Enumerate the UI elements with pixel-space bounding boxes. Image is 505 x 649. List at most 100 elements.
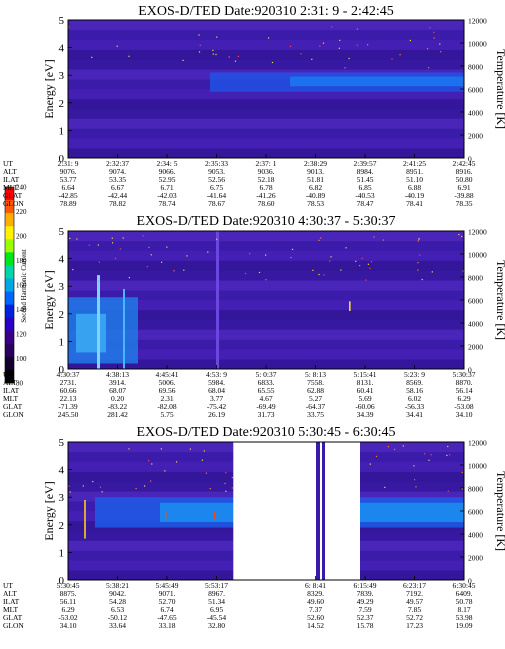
ytick-label: 0 bbox=[59, 575, 65, 587]
noise-speck bbox=[146, 266, 148, 268]
colorbar-tick-label: 120 bbox=[16, 331, 27, 339]
ytick-label: 1 bbox=[59, 547, 65, 559]
noise-speck bbox=[101, 491, 103, 493]
ytick-right-label: 4000 bbox=[468, 109, 483, 118]
noise-speck bbox=[417, 269, 419, 271]
noise-speck bbox=[148, 246, 150, 248]
ytick-label: 3 bbox=[59, 70, 65, 82]
noise-speck bbox=[148, 460, 150, 462]
table-cell: 62.88 bbox=[307, 386, 324, 395]
table-cell: -60.06 bbox=[355, 402, 375, 411]
noise-speck bbox=[427, 48, 429, 50]
panel-2-yticks-right: 0 2000 4000 6000 8000 10000 12000 bbox=[460, 228, 487, 375]
table-cell: 2:37: 1 bbox=[255, 159, 276, 168]
table-cell: 65.55 bbox=[258, 386, 275, 395]
table-cell: 15.78 bbox=[357, 621, 374, 630]
noise-speck bbox=[69, 491, 71, 493]
noise-speck bbox=[183, 269, 185, 271]
noise-speck bbox=[361, 257, 363, 259]
colorbar-swatch bbox=[5, 330, 14, 345]
table-cell: -83.22 bbox=[108, 402, 128, 411]
noise-speck bbox=[249, 252, 251, 255]
table-cell: 33.75 bbox=[307, 410, 324, 419]
table-cell: -71.39 bbox=[58, 402, 78, 411]
table-cell: 60.66 bbox=[60, 386, 77, 395]
table-row-label: MLT bbox=[3, 394, 19, 403]
table-cell: 6.64 bbox=[61, 183, 74, 192]
ytick-right-label: 12000 bbox=[468, 17, 487, 26]
table-cell: 5.69 bbox=[358, 394, 371, 403]
noise-speck bbox=[348, 57, 350, 60]
table-cell: -40.19 bbox=[405, 191, 425, 200]
noise-speck bbox=[418, 238, 420, 241]
table-cell: 53.77 bbox=[60, 175, 77, 184]
noise-speck bbox=[122, 237, 124, 239]
noise-speck bbox=[409, 39, 411, 42]
table-cell: 6.67 bbox=[111, 183, 124, 192]
table-cell: 7.59 bbox=[358, 605, 371, 614]
colorbar-swatch bbox=[5, 304, 14, 319]
noise-speck bbox=[216, 36, 218, 38]
noise-speck bbox=[99, 486, 101, 488]
panel-1-yticks-left: 0 1 2 3 4 5 bbox=[59, 15, 72, 165]
noise-speck bbox=[323, 274, 325, 276]
table-cell: 19.09 bbox=[456, 621, 473, 630]
ytick-right-label: 6000 bbox=[468, 297, 483, 306]
noise-speck bbox=[291, 248, 294, 250]
noise-speck bbox=[391, 58, 393, 60]
table-cell: 32.80 bbox=[208, 621, 225, 630]
noise-speck bbox=[369, 463, 371, 465]
ytick-right-label: 10000 bbox=[468, 40, 487, 49]
noise-speck bbox=[82, 485, 84, 487]
panel-2-ylabel-right: Temperature [K] bbox=[494, 260, 505, 340]
noise-speck bbox=[384, 486, 386, 488]
table-cell: 34.10 bbox=[60, 621, 77, 630]
noise-speck bbox=[419, 254, 421, 256]
table-cell: 51.45 bbox=[357, 175, 374, 184]
noise-speck bbox=[186, 255, 188, 257]
table-cell: 78.47 bbox=[357, 199, 374, 208]
energy-band bbox=[68, 59, 464, 70]
table-cell: -69.49 bbox=[256, 402, 276, 411]
table-cell: -40.53 bbox=[355, 191, 375, 200]
table-cell: -45.54 bbox=[207, 613, 227, 622]
noise-speck bbox=[72, 269, 74, 271]
table-cell: 7558. bbox=[307, 378, 324, 387]
noise-speck bbox=[461, 488, 463, 490]
ytick-right-label: 6000 bbox=[468, 86, 483, 95]
noise-speck bbox=[330, 256, 332, 258]
noise-speck bbox=[414, 479, 416, 481]
table-cell: 2:34: 5 bbox=[156, 159, 177, 168]
cold-plasma-core bbox=[290, 76, 464, 87]
table-cell: 56.14 bbox=[456, 386, 473, 395]
noise-speck bbox=[413, 465, 415, 467]
noise-speck bbox=[399, 54, 401, 56]
table-cell: 6.71 bbox=[160, 183, 173, 192]
table-cell: 5:38:21 bbox=[106, 581, 129, 590]
table-cell: 52.56 bbox=[208, 175, 225, 184]
table-row-label: GLON bbox=[3, 410, 24, 419]
table-cell: 4:53: 9 bbox=[206, 370, 227, 379]
colorbar-tick-label: 180 bbox=[16, 257, 27, 265]
table-cell: 5:45:49 bbox=[156, 581, 179, 590]
table-cell: 6: 8:41 bbox=[305, 581, 326, 590]
table-row-label: ALT bbox=[3, 589, 17, 598]
table-cell: 49.57 bbox=[406, 597, 423, 606]
vertical-streak bbox=[123, 288, 125, 369]
table-cell: 8984. bbox=[357, 167, 374, 176]
noise-speck bbox=[231, 487, 233, 489]
noise-speck bbox=[329, 260, 331, 262]
noise-speck bbox=[433, 31, 435, 33]
energy-band bbox=[68, 319, 464, 330]
ytick-label: 0 bbox=[59, 364, 65, 376]
noise-speck bbox=[382, 239, 384, 241]
noise-speck bbox=[209, 488, 211, 490]
vertical-streak bbox=[216, 231, 219, 369]
table-cell: 78.35 bbox=[456, 199, 473, 208]
table-cell: 52.72 bbox=[406, 613, 423, 622]
table-cell: 7.85 bbox=[408, 605, 421, 614]
table-cell: 5:53:17 bbox=[205, 581, 228, 590]
colorbar-swatch bbox=[5, 343, 14, 358]
panel-3-ylabel-right: Temperature [K] bbox=[494, 471, 505, 551]
table-cell: 33.64 bbox=[109, 621, 126, 630]
